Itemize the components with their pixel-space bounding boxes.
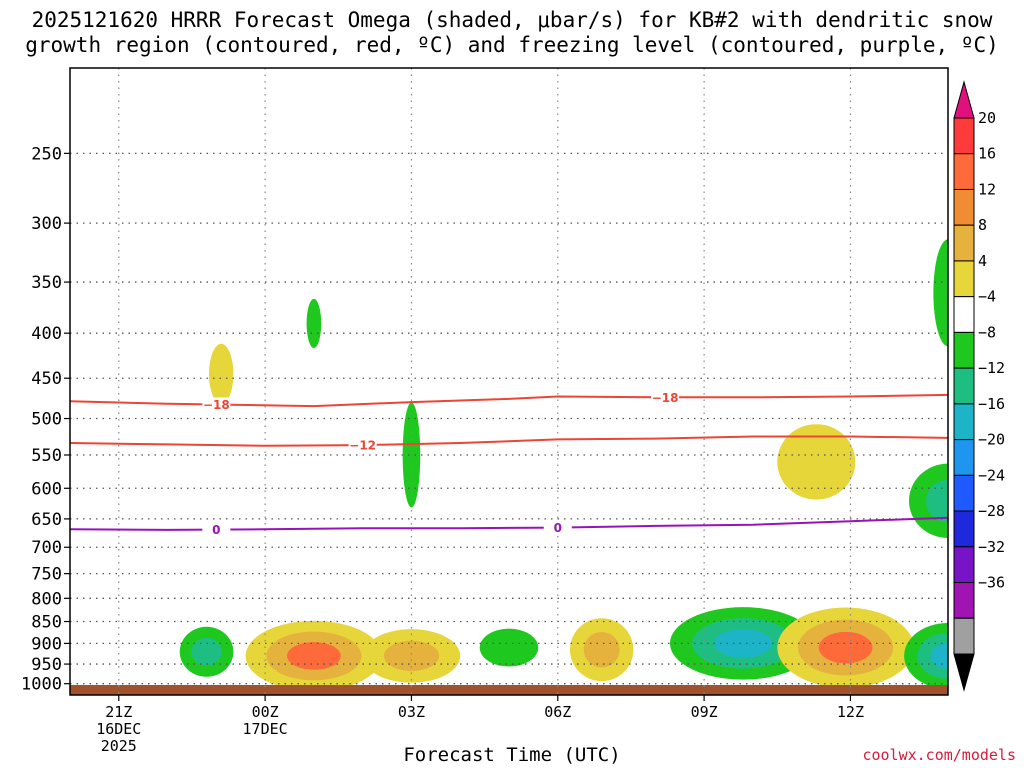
omega-shading <box>179 239 948 691</box>
contour-label-1-0: −12 <box>349 439 376 453</box>
colorbar-label-1: 16 <box>978 145 996 163</box>
xtick-label-21Z-2: 2025 <box>101 737 137 755</box>
omega-cell-4-level-1 <box>583 631 620 668</box>
xtick-label-03Z-0: 03Z <box>398 703 425 721</box>
ytick-label-950: 950 <box>31 655 62 675</box>
colorbar-top-arrow <box>953 80 975 119</box>
xtick-label-00Z-1: 17DEC <box>243 720 288 738</box>
ytick-label-700: 700 <box>31 538 62 558</box>
contour-label-bg-2-1 <box>543 520 572 535</box>
omega-cell-6-level-2 <box>818 631 873 664</box>
omega-cell-10-level-0 <box>402 402 421 508</box>
colorbar-label-5: −4 <box>978 288 996 306</box>
omega-cell-8-level-0 <box>209 343 234 405</box>
omega-cell-0-level-1 <box>191 637 222 666</box>
chart-title-line1: 2025121620 HRRR Forecast Omega (shaded, … <box>31 8 993 32</box>
ytick-label-350: 350 <box>31 273 62 293</box>
colorbar-box-8 <box>953 403 975 441</box>
colorbar-label-11: −28 <box>978 502 1005 520</box>
xtick-label-09Z-0: 09Z <box>691 703 718 721</box>
colorbar-box-11 <box>953 510 975 548</box>
colorbar-bottom-arrow <box>953 653 975 692</box>
contour-line-1 <box>69 435 949 447</box>
ytick-label-850: 850 <box>31 613 62 633</box>
colorbar-box-13 <box>953 582 975 619</box>
ytick-label-900: 900 <box>31 634 62 654</box>
contour-label-0-1: −18 <box>652 391 679 405</box>
omega-cell-13-level-0 <box>933 239 948 347</box>
colorbar-label-13: −36 <box>978 574 1005 592</box>
omega-cell-11-level-0 <box>777 424 856 500</box>
contour-label-0-0: −18 <box>203 398 230 412</box>
xtick-label-12Z-0: 12Z <box>837 703 864 721</box>
colorbar-box-7 <box>953 367 975 405</box>
x-axis-title: Forecast Time (UTC) <box>403 744 621 766</box>
omega-cell-7-level-2 <box>930 642 948 669</box>
contour-line-2 <box>69 516 949 531</box>
ytick-label-650: 650 <box>31 510 62 530</box>
contour-label-2-0: 0 <box>212 523 220 537</box>
plot-frame <box>69 67 949 696</box>
colorbar-box-3 <box>953 224 975 262</box>
ytick-label-600: 600 <box>31 479 62 499</box>
omega-cell-2-level-1 <box>383 640 440 672</box>
colorbar-box-2 <box>953 188 975 226</box>
colorbar: 20 16 12 8 4 −4 −8 −12 −16 −20 −24 −28 −32 −36 <box>953 80 1005 692</box>
colorbar-box-4 <box>953 260 975 298</box>
colorbar-box-14 <box>953 617 975 655</box>
ytick-label-550: 550 <box>31 446 62 466</box>
chart-title-line2: growth region (contoured, red, ºC) and f… <box>25 33 999 57</box>
colorbar-label-2: 12 <box>978 180 996 198</box>
colorbar-box-0 <box>953 117 975 155</box>
colorbar-label-0: 20 <box>978 109 996 127</box>
omega-cell-1-level-2 <box>286 642 341 670</box>
ytick-label-1000: 1000 <box>21 675 62 695</box>
credit-link[interactable]: coolwx.com/models <box>862 746 1016 764</box>
omega-cell-12-level-1 <box>925 479 948 522</box>
ytick-label-800: 800 <box>31 589 62 609</box>
contour-label-bg-0-0 <box>202 397 231 412</box>
xtick-label-21Z-0: 21Z <box>105 703 132 721</box>
colorbar-label-8: −16 <box>978 395 1005 413</box>
omega-cell-9-level-0 <box>306 298 322 349</box>
colorbar-label-12: −32 <box>978 538 1005 556</box>
xtick-label-00Z-0: 00Z <box>252 703 279 721</box>
ytick-label-450: 450 <box>31 369 62 389</box>
xtick-label-06Z-0: 06Z <box>544 703 571 721</box>
contour-label-bg-0-1 <box>651 390 680 405</box>
ytick-label-300: 300 <box>31 214 62 234</box>
ytick-label-500: 500 <box>31 410 62 430</box>
omega-cell-3-level-0 <box>479 628 539 667</box>
colorbar-box-12 <box>953 546 975 584</box>
colorbar-label-6: −8 <box>978 323 996 341</box>
contour-label-bg-1-0 <box>348 438 377 453</box>
ytick-label-750: 750 <box>31 565 62 585</box>
omega-cell-5-level-2 <box>714 629 772 658</box>
contour-line-0 <box>69 393 949 408</box>
colorbar-box-9 <box>953 439 975 476</box>
colorbar-label-4: 4 <box>978 252 987 270</box>
contour-label-2-1: 0 <box>554 521 562 535</box>
colorbar-label-3: 8 <box>978 216 987 234</box>
colorbar-box-10 <box>953 474 975 512</box>
colorbar-box-1 <box>953 153 975 190</box>
colorbar-label-10: −24 <box>978 466 1005 484</box>
xtick-label-21Z-1: 16DEC <box>96 720 141 738</box>
ytick-label-250: 250 <box>31 144 62 164</box>
colorbar-label-7: −12 <box>978 359 1005 377</box>
colorbar-box-5 <box>953 296 975 333</box>
ground-strip <box>70 685 948 695</box>
ytick-label-400: 400 <box>31 324 62 344</box>
contour-label-bg-2-0 <box>202 522 231 537</box>
colorbar-box-6 <box>953 331 975 369</box>
colorbar-label-9: −20 <box>978 431 1005 449</box>
